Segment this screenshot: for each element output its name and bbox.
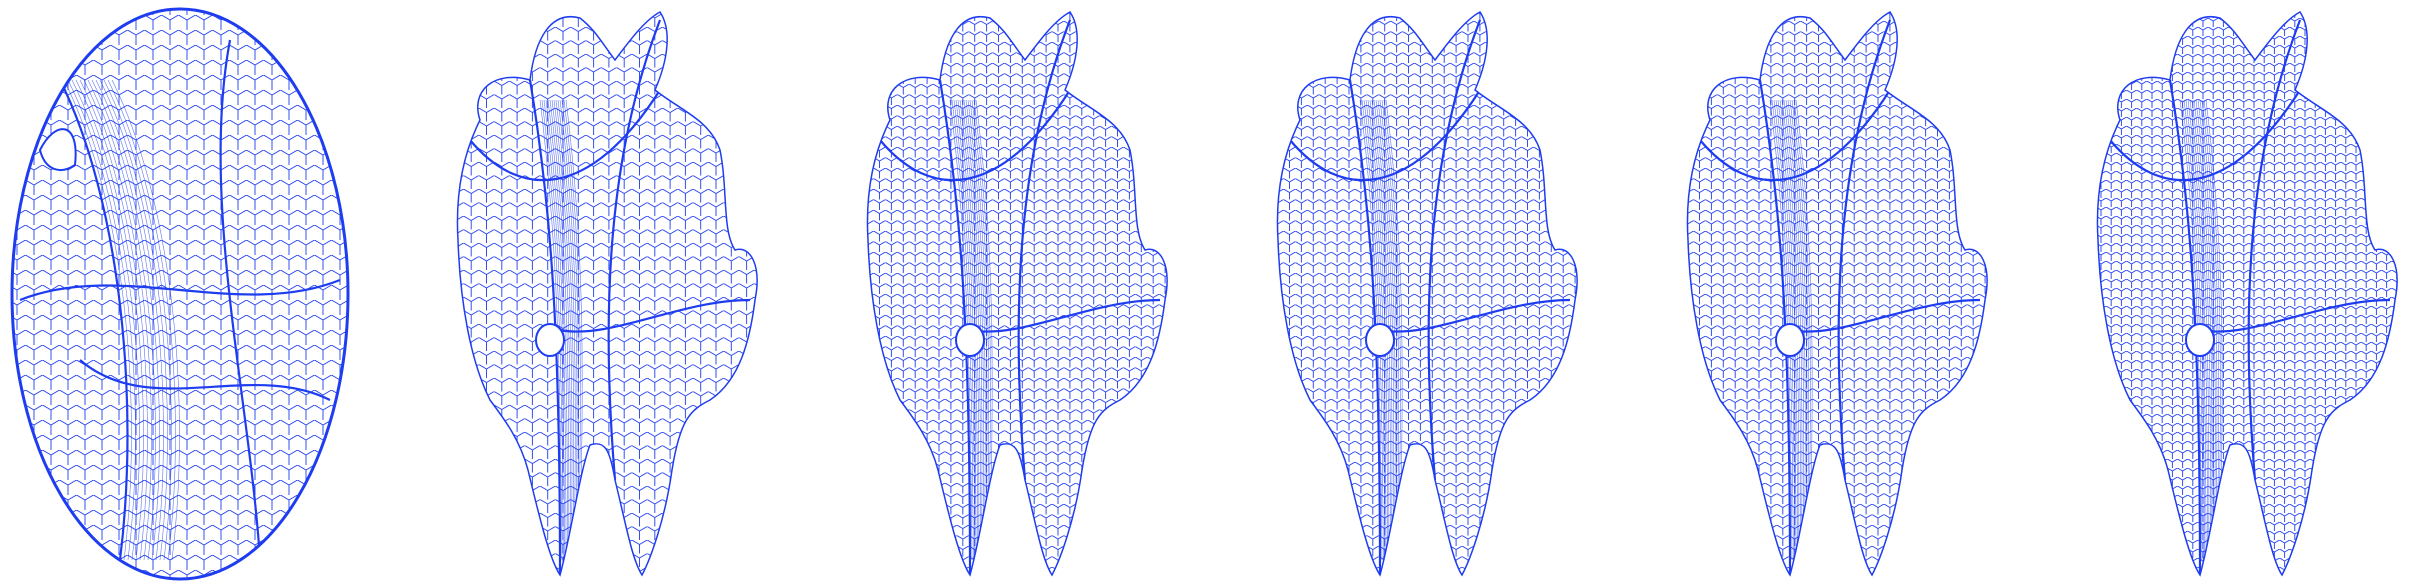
mesh-panel-2 [410,0,774,588]
wireframe-mesh-6 [2096,11,2398,577]
mesh-panel-5 [1640,0,2004,588]
wireframe-mesh-3 [866,11,1168,577]
wireframe-mesh-4 [1276,11,1578,577]
mesh-panel-3 [820,0,1184,588]
mesh-surface [10,7,350,581]
wireframe-mesh-1 [10,7,350,581]
mesh-surface [866,11,1168,577]
mesh-surface [2096,11,2398,577]
mesh-panel-1 [0,0,364,588]
wireframe-mesh-2 [456,11,758,577]
mesh-surface [456,11,758,577]
mesh-panel-6 [2050,0,2414,588]
mesh-panel-4 [1230,0,1594,588]
mesh-surface [1686,11,1988,577]
wireframe-mesh-5 [1686,11,1988,577]
mesh-surface [1276,11,1578,577]
